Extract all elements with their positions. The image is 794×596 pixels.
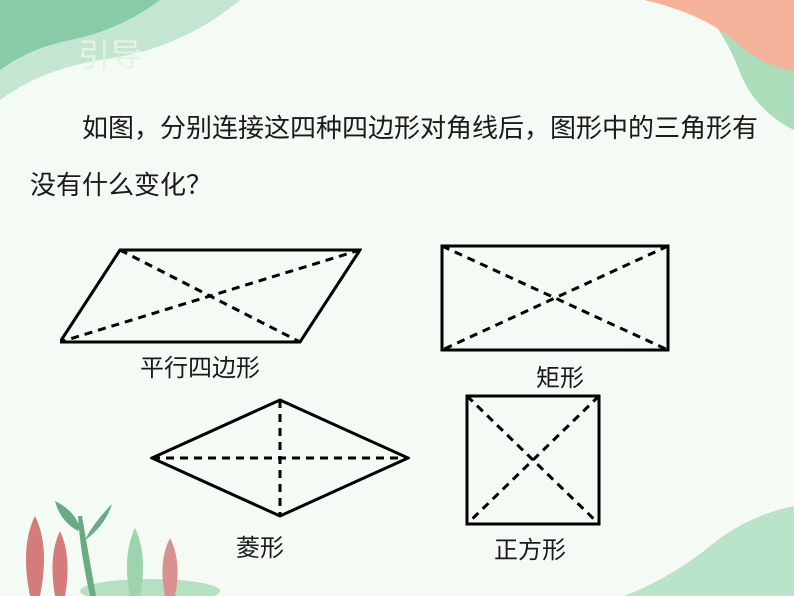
rectangle-figure — [440, 244, 670, 352]
parallelogram-figure — [60, 248, 362, 344]
question-text: 如图，分别连接这四种四边形对角线后，图形中的三角形有没有什么变化？ — [30, 100, 764, 214]
rhombus-label: 菱形 — [220, 528, 300, 563]
parallelogram-label: 平行四边形 — [120, 348, 280, 383]
rectangle-label: 矩形 — [520, 358, 600, 393]
square-label: 正方形 — [470, 530, 590, 565]
slide-content: 引导 如图，分别连接这四种四边形对角线后，图形中的三角形有没有什么变化？ 平行四… — [0, 0, 794, 596]
rhombus-figure — [150, 398, 410, 518]
square-figure — [465, 394, 601, 526]
slide-title: 引导 — [78, 30, 142, 76]
